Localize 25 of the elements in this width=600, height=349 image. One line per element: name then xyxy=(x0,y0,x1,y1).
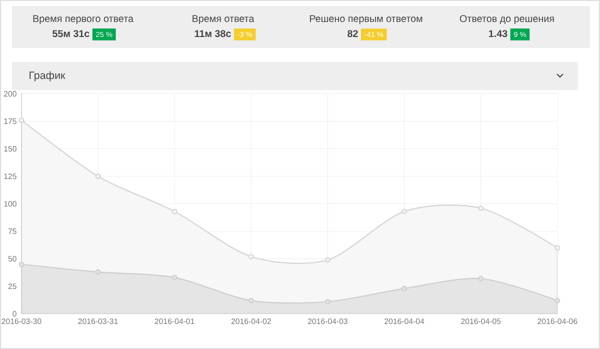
text: 11м 38с xyxy=(194,30,231,38)
point xyxy=(95,174,101,180)
text: 55м 31с xyxy=(52,30,90,38)
point xyxy=(402,286,408,292)
point xyxy=(18,262,24,268)
point xyxy=(554,298,560,304)
point xyxy=(478,205,484,211)
point xyxy=(478,276,484,282)
point xyxy=(324,298,330,304)
text: 82 xyxy=(348,30,358,38)
text: Время первого ответа xyxy=(33,15,134,24)
text: Решено первым ответом xyxy=(310,15,422,24)
text: 1.43 xyxy=(489,30,508,38)
chart-title: График xyxy=(30,71,66,82)
point xyxy=(95,269,101,275)
point xyxy=(248,298,254,304)
point xyxy=(248,254,254,260)
point xyxy=(402,208,408,214)
text: Ответов до решения xyxy=(460,15,554,24)
text: Время ответа xyxy=(192,15,254,24)
point xyxy=(324,257,330,263)
point xyxy=(554,245,560,251)
point xyxy=(18,117,24,123)
point xyxy=(172,208,178,214)
point xyxy=(172,274,178,280)
